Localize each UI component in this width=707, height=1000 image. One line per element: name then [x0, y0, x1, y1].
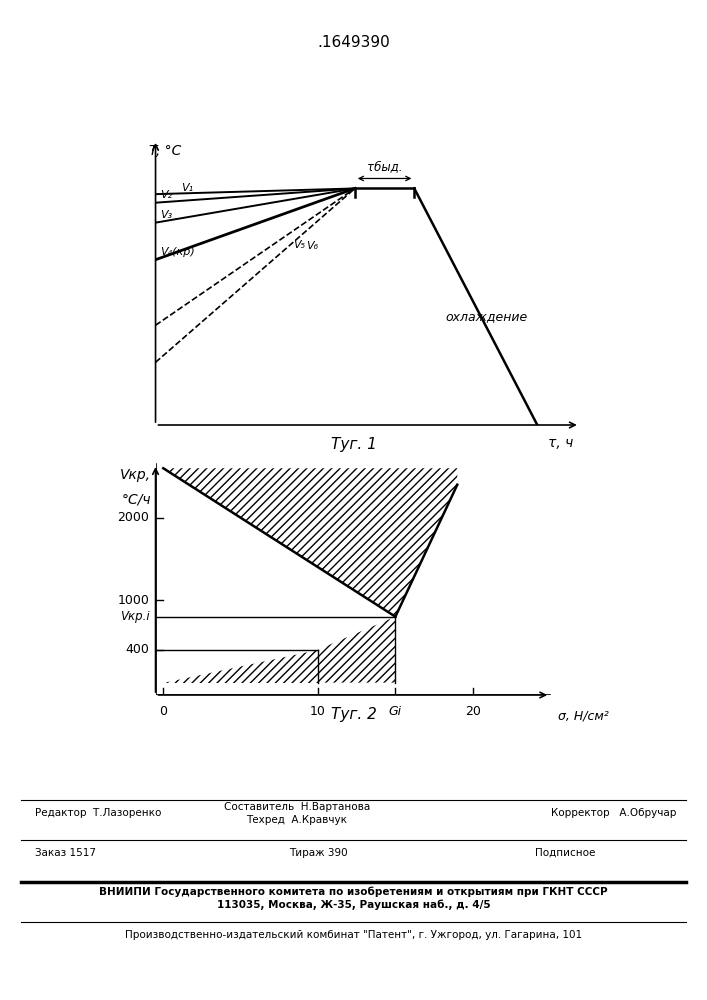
Polygon shape: [318, 617, 395, 683]
Text: Gі: Gі: [389, 705, 402, 718]
Text: Vкр.і: Vкр.і: [119, 610, 149, 623]
Text: Корректор   А.Обручар: Корректор А.Обручар: [551, 808, 677, 818]
Text: T, °C: T, °C: [149, 144, 182, 158]
Text: 20: 20: [464, 705, 481, 718]
Text: V₁: V₁: [181, 183, 193, 193]
Text: 113035, Москва, Ж-35, Раушская наб., д. 4/5: 113035, Москва, Ж-35, Раушская наб., д. …: [216, 900, 491, 910]
Text: V₃: V₃: [160, 210, 172, 220]
Text: .1649390: .1649390: [317, 35, 390, 50]
Text: V₄(кр): V₄(кр): [160, 247, 194, 257]
Text: V₅: V₅: [293, 240, 305, 250]
Text: σ, Н/см²: σ, Н/см²: [558, 709, 609, 722]
Text: Производственно-издательский комбинат "Патент", г. Ужгород, ул. Гагарина, 101: Производственно-издательский комбинат "П…: [125, 930, 582, 940]
Text: 1000: 1000: [117, 594, 149, 607]
Text: 0: 0: [159, 705, 168, 718]
Text: охлаждение: охлаждение: [445, 310, 527, 323]
Text: τ, ч: τ, ч: [548, 436, 573, 450]
Text: Τуг. 2: Τуг. 2: [331, 708, 376, 722]
Text: Редактор  Т.Лазоренко: Редактор Т.Лазоренко: [35, 808, 162, 818]
Text: V₂: V₂: [160, 190, 172, 200]
Text: °C/ч: °C/ч: [122, 493, 151, 507]
Text: 400: 400: [125, 643, 149, 656]
Text: 10: 10: [310, 705, 326, 718]
Polygon shape: [163, 650, 318, 683]
Text: ВНИИПИ Государственного комитета по изобретениям и открытиям при ГКНТ СССР: ВНИИПИ Государственного комитета по изоб…: [99, 887, 608, 897]
Text: Подписное: Подписное: [535, 848, 596, 858]
Text: Тираж 390: Тираж 390: [289, 848, 347, 858]
Text: Заказ 1517: Заказ 1517: [35, 848, 96, 858]
Text: Составитель  Н.Вартанова: Составитель Н.Вартанова: [224, 802, 370, 812]
Text: V₆: V₆: [306, 241, 318, 251]
Polygon shape: [163, 468, 457, 617]
Text: Техред  А.Кравчук: Техред А.Кравчук: [247, 815, 347, 825]
Text: τбыд.: τбыд.: [367, 160, 402, 173]
Text: 2000: 2000: [117, 511, 149, 524]
Text: Τуг. 1: Τуг. 1: [331, 438, 376, 452]
Text: Vкр,: Vкр,: [120, 468, 151, 482]
